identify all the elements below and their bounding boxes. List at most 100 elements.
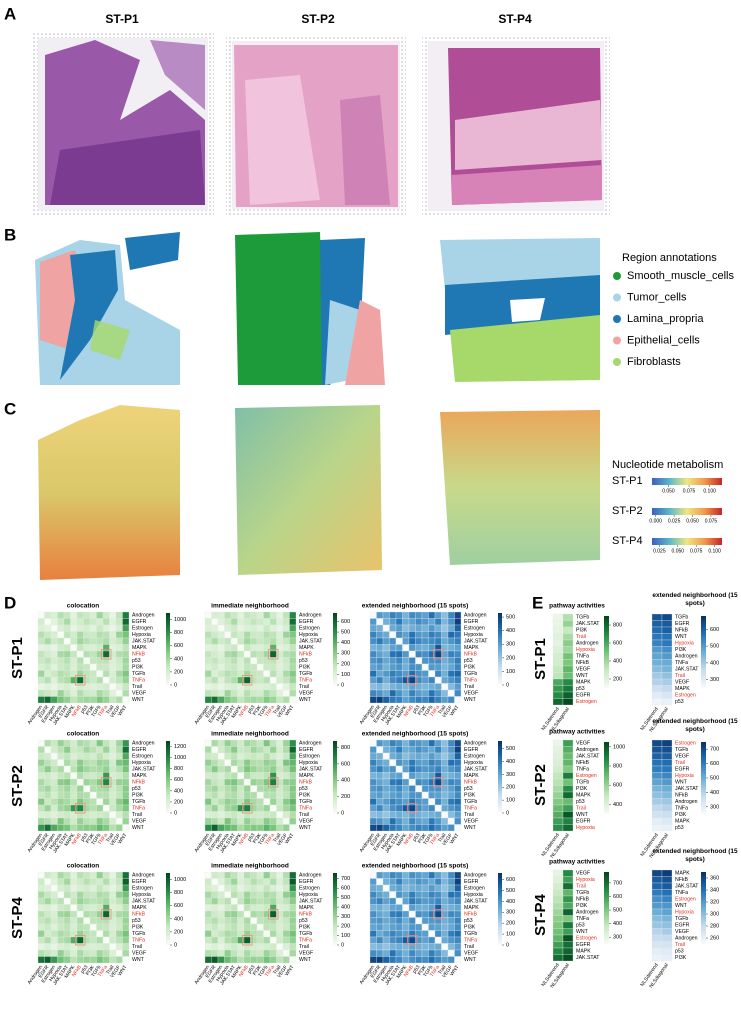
row-label: NFkB	[464, 652, 478, 658]
heatmap-cell	[447, 956, 455, 964]
row-label: TNFa	[132, 806, 145, 812]
heatmap-cell	[115, 670, 123, 678]
colorbar-tick-label: 800	[174, 890, 183, 896]
heatmap-cell	[63, 930, 71, 938]
heatmap-cell	[256, 657, 264, 665]
heatmap-cell	[204, 811, 212, 819]
heatmap-cell	[421, 804, 429, 812]
colorbar	[333, 613, 337, 685]
heatmap-cell	[50, 798, 58, 806]
heatmap-cell	[447, 637, 455, 645]
heatmap-cell	[447, 676, 455, 684]
heatmap-cell	[217, 798, 225, 806]
heatmap-cell	[237, 791, 245, 799]
heatmap-cell	[237, 891, 245, 899]
heatmap-cell	[376, 650, 384, 658]
heatmap-cell	[250, 663, 258, 671]
heatmap-cell	[224, 637, 232, 645]
heatmap-cell	[552, 934, 564, 942]
heatmap-cell	[256, 676, 264, 684]
heatmap-cell	[454, 765, 462, 773]
heatmap-cell	[651, 921, 663, 929]
heatmap-cell	[441, 897, 449, 905]
colorbar-tick-label: 600	[174, 903, 183, 909]
heatmap-cell	[70, 884, 78, 892]
heatmap-cell	[230, 917, 238, 925]
colorbar-tick-label: 200	[506, 655, 515, 661]
heatmap-cell	[37, 824, 45, 832]
heatmap-cell	[263, 631, 271, 639]
heatmap-cell	[447, 917, 455, 925]
heatmap-cell	[428, 891, 436, 899]
heatmap-cell	[454, 759, 462, 767]
heatmap-cell	[76, 904, 84, 912]
heatmap-cell	[434, 910, 442, 918]
heatmap-cell	[63, 657, 71, 665]
heatmap-cell	[428, 936, 436, 944]
heatmap-cell	[63, 631, 71, 639]
heatmap-cell	[651, 620, 663, 628]
heatmap-cell	[369, 624, 377, 632]
heatmap-cell	[70, 897, 78, 905]
colorbar	[166, 873, 170, 945]
heatmap-cell	[57, 891, 65, 899]
row-label: TNFa	[576, 767, 589, 773]
row-label: Trail	[464, 944, 474, 950]
heatmap-cell	[263, 778, 271, 786]
heatmap-cell	[402, 878, 410, 886]
heatmap-cell	[70, 936, 78, 944]
heatmap-cell	[395, 618, 403, 626]
heatmap-cell	[552, 759, 564, 767]
heatmap-cell	[661, 613, 673, 621]
heatmap-cell	[63, 759, 71, 767]
row-label: NFkB	[576, 897, 590, 903]
heatmap-cell	[408, 676, 416, 684]
heatmap-cell	[441, 650, 449, 658]
heatmap-cell	[415, 817, 423, 825]
heatmap-cell	[96, 657, 104, 665]
heatmap-cell	[44, 878, 52, 886]
colorbar-tick-label: 500	[613, 907, 622, 913]
heatmap-cell	[204, 871, 212, 879]
heatmap-cell	[402, 949, 410, 957]
heatmap-cell	[211, 798, 219, 806]
heatmap-cell	[562, 759, 574, 767]
column-label: PI3K	[417, 964, 429, 977]
heatmap-cell	[415, 923, 423, 931]
heatmap-cell	[237, 689, 245, 697]
heatmap-cell	[109, 637, 117, 645]
heatmap-cell	[250, 631, 258, 639]
heatmap-cell	[102, 759, 110, 767]
heatmap-cell	[428, 871, 436, 879]
heatmap-cell	[447, 949, 455, 957]
row-label: Trail	[576, 634, 586, 640]
heatmap-cell	[369, 897, 377, 905]
heatmap-cell	[269, 778, 277, 786]
heatmap-cell	[289, 804, 297, 812]
row-label: Hypoxia	[132, 632, 151, 638]
heatmap-cell	[289, 657, 297, 665]
heatmap-cell	[269, 949, 277, 957]
heatmap-cell	[211, 785, 219, 793]
heatmap-cell	[389, 778, 397, 786]
heatmap-cell	[102, 811, 110, 819]
heatmap-cell	[44, 936, 52, 944]
heatmap-cell	[224, 739, 232, 747]
heatmap-cell	[276, 689, 284, 697]
row-label: p53	[299, 658, 308, 664]
heatmap-cell	[389, 683, 397, 691]
heatmap-cell	[37, 897, 45, 905]
heatmap-cell	[454, 798, 462, 806]
heatmap-cell	[204, 624, 212, 632]
heatmap-cell	[250, 657, 258, 665]
heatmap-cell	[256, 611, 264, 619]
heatmap-cell	[50, 683, 58, 691]
row-label: EGFR	[132, 747, 147, 753]
heatmap-cell	[276, 923, 284, 931]
heatmap-cell	[415, 917, 423, 925]
heatmap-cell	[395, 772, 403, 780]
heatmap-cell	[441, 765, 449, 773]
heatmap-cell	[562, 626, 574, 634]
row-label: TNFa	[464, 806, 477, 812]
heatmap-cell	[109, 670, 117, 678]
